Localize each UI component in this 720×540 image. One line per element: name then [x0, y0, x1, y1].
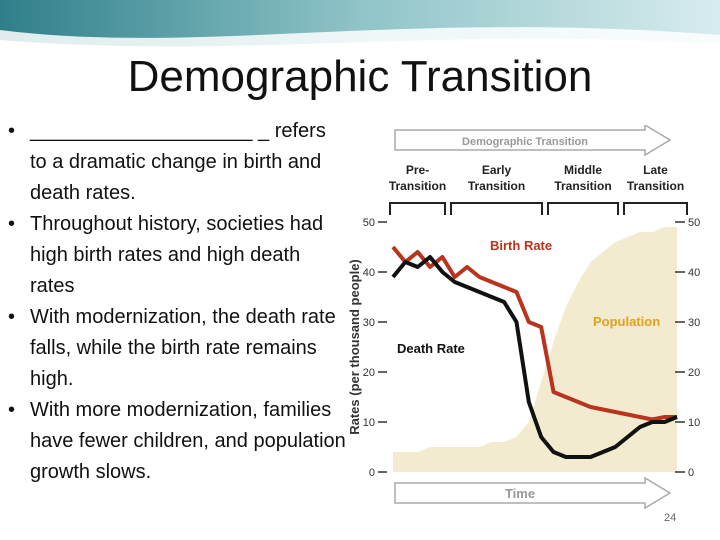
header-band [0, 0, 720, 50]
slide-number: 24 [664, 512, 677, 524]
bullet: Throughout history, societies had high b… [6, 209, 346, 302]
series-label: Death Rate [397, 341, 465, 356]
y-axis-label: Rates (per thousand people) [347, 259, 362, 435]
arrow-label: Demographic Transition [462, 136, 588, 148]
stage-label: Transition [389, 179, 446, 193]
y-tick-label: 30 [363, 317, 375, 329]
y-tick-label: 40 [363, 267, 375, 279]
stage-label: Late [643, 163, 668, 177]
y-tick-label: 20 [363, 367, 375, 379]
y2-tick-label: 30 [688, 317, 700, 329]
stage-bracket [547, 202, 619, 215]
stage-label: Pre- [406, 163, 429, 177]
y-tick-label: 50 [363, 217, 375, 229]
stage-bracket [450, 202, 543, 215]
y2-tick-label: 0 [688, 467, 694, 479]
stage-bracket [623, 202, 688, 215]
y-tick-label: 0 [369, 467, 375, 479]
stage-label: Transition [627, 179, 684, 193]
chart: Demographic Transition Time Pre- Transition… [345, 125, 705, 510]
time-arrow [394, 476, 672, 510]
bullet: With more modernization, families have f… [6, 395, 346, 488]
bullet: With modernization, the death rate falls… [6, 302, 346, 395]
bullet-list: ____________________ _ refers to a drama… [6, 116, 346, 488]
series-label: Birth Rate [490, 238, 552, 253]
y2-tick-label: 40 [688, 267, 700, 279]
y2-tick-label: 50 [688, 217, 700, 229]
stage-bracket [389, 202, 446, 215]
bullet: ____________________ _ refers to a drama… [6, 116, 346, 209]
stage-label: Transition [468, 179, 525, 193]
x-axis-label: Time [505, 486, 535, 501]
series-label: Population [593, 314, 660, 329]
stage-label: Transition [554, 179, 611, 193]
y-tick-label: 10 [363, 417, 375, 429]
y2-tick-label: 20 [688, 367, 700, 379]
rate-line [391, 245, 677, 422]
time-arrow [394, 125, 672, 157]
rate-line [391, 255, 678, 459]
stage-label: Early [482, 163, 512, 177]
slide-title: Demographic Transition [127, 52, 593, 101]
stage-label: Middle [564, 163, 602, 177]
y2-tick-label: 10 [688, 417, 700, 429]
